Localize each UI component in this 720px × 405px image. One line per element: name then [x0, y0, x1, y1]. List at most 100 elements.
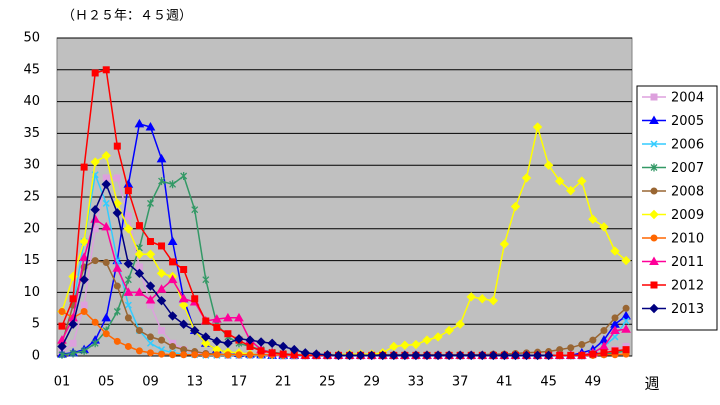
marker [146, 333, 154, 341]
marker [113, 174, 121, 182]
marker [411, 339, 421, 350]
marker [444, 350, 454, 361]
legend-label: 2004 [671, 91, 704, 106]
marker [234, 312, 244, 322]
legend-marker [650, 93, 658, 101]
marker [202, 317, 210, 325]
marker [91, 257, 99, 265]
marker [145, 281, 156, 291]
legend-marker [649, 209, 659, 220]
legend-label: 2007 [671, 161, 704, 176]
marker [190, 325, 200, 336]
marker [191, 295, 199, 303]
marker [333, 350, 344, 361]
marker [58, 322, 66, 330]
marker [566, 185, 576, 196]
legend-label: 2010 [671, 232, 704, 247]
marker [554, 176, 565, 186]
marker [169, 258, 177, 266]
marker [180, 172, 188, 181]
marker [577, 176, 587, 186]
marker [123, 287, 134, 296]
marker [80, 301, 88, 309]
marker [167, 311, 178, 321]
marker [58, 350, 66, 359]
marker [599, 222, 609, 232]
marker [422, 335, 432, 345]
y-tick-label: 25 [23, 190, 40, 205]
marker [134, 249, 145, 259]
marker [477, 350, 487, 361]
marker [146, 238, 154, 246]
x-tick-label: 13 [186, 375, 203, 390]
marker [279, 350, 287, 358]
legend-marker [650, 234, 658, 242]
legend-label: 2005 [671, 114, 704, 129]
legend-label: 2008 [671, 185, 704, 200]
marker [124, 275, 132, 284]
marker [124, 314, 132, 322]
x-tick-label: 37 [452, 375, 469, 390]
marker [91, 69, 99, 77]
marker [123, 224, 134, 234]
marker [102, 199, 110, 207]
marker [268, 349, 276, 357]
marker [246, 351, 254, 359]
marker [169, 342, 177, 350]
marker [113, 142, 121, 150]
y-tick-label: 15 [23, 253, 40, 268]
marker [245, 335, 255, 345]
marker [134, 287, 145, 296]
marker [611, 333, 619, 341]
marker [521, 350, 532, 361]
marker [102, 259, 110, 267]
marker [145, 295, 156, 304]
marker [156, 284, 167, 293]
legend-marker [650, 281, 658, 289]
marker [169, 180, 177, 189]
marker [79, 274, 89, 285]
marker [378, 350, 388, 361]
marker [455, 350, 465, 361]
marker [124, 342, 132, 350]
legend-label: 2012 [671, 279, 704, 294]
marker [90, 205, 100, 215]
marker [135, 222, 143, 230]
y-tick-label: 45 [23, 62, 40, 77]
marker [135, 347, 143, 355]
marker [201, 332, 211, 342]
marker [510, 350, 521, 361]
marker [156, 295, 167, 306]
marker [355, 350, 366, 361]
marker [180, 266, 188, 274]
x-tick-label: 41 [496, 375, 513, 390]
marker [267, 338, 277, 348]
chart-title: （Ｈ２５年：４５週） [62, 9, 192, 24]
marker [300, 348, 311, 358]
marker [213, 351, 221, 359]
marker [224, 351, 232, 359]
marker [213, 323, 221, 331]
marker [444, 325, 454, 336]
x-tick-label: 05 [98, 375, 115, 390]
marker [622, 346, 630, 354]
legend-marker [649, 115, 659, 124]
marker [256, 337, 266, 347]
marker [167, 274, 178, 284]
marker [80, 346, 88, 355]
marker [80, 163, 88, 171]
marker [58, 307, 66, 315]
marker [234, 334, 244, 344]
marker [433, 350, 443, 361]
marker [223, 338, 233, 348]
legend-marker [650, 187, 658, 195]
marker [344, 350, 355, 361]
y-tick-label: 10 [23, 285, 40, 300]
legend [636, 85, 718, 331]
marker [366, 350, 377, 361]
marker [611, 314, 619, 322]
marker [433, 332, 443, 342]
marker [621, 324, 631, 333]
marker [578, 351, 586, 359]
marker [57, 341, 67, 352]
